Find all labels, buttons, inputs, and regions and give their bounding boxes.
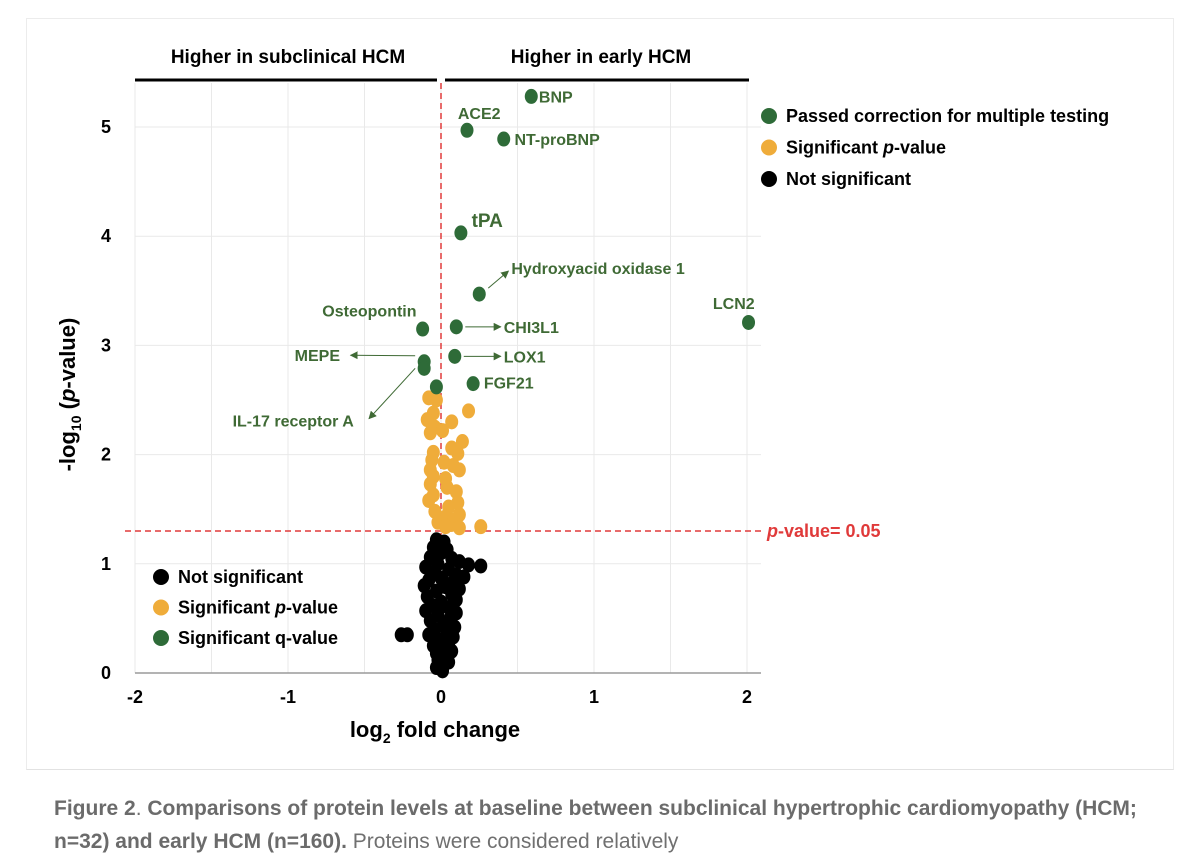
annotation-label: NT-proBNP bbox=[514, 132, 600, 149]
point-ace2 bbox=[460, 122, 474, 138]
data-point bbox=[451, 446, 465, 462]
x-tick-label: -1 bbox=[280, 687, 296, 707]
legend-label: Not significant bbox=[786, 169, 911, 189]
x-tick-label: 0 bbox=[436, 687, 446, 707]
data-point bbox=[474, 519, 488, 535]
point-osteopontin bbox=[416, 321, 430, 337]
annotation-arrow bbox=[349, 351, 416, 360]
annotation-label: IL-17 receptor A bbox=[233, 414, 355, 431]
annotation-label: Hydroxyacid oxidase 1 bbox=[511, 261, 685, 278]
legend-label: Significant p-value bbox=[786, 138, 946, 158]
point-fgf21 bbox=[466, 376, 480, 392]
legend-marker bbox=[761, 139, 777, 156]
annotation-label: FGF21 bbox=[484, 376, 534, 393]
y-tick-label: 3 bbox=[101, 335, 111, 355]
figure-card: Higher in subclinical HCM Higher in early… bbox=[26, 18, 1174, 770]
annotation-arrow bbox=[487, 270, 510, 289]
gridlines bbox=[134, 83, 761, 674]
point-tpa bbox=[454, 225, 468, 241]
annotation-label: BNP bbox=[539, 89, 573, 106]
data-point bbox=[429, 392, 443, 408]
series-p bbox=[420, 390, 488, 536]
annotation-label: tPA bbox=[472, 211, 504, 232]
data-point bbox=[457, 569, 471, 585]
point-chi3l1 bbox=[449, 319, 463, 335]
legend-marker bbox=[153, 599, 169, 616]
annotation-label: LCN2 bbox=[713, 296, 755, 313]
data-point bbox=[455, 433, 469, 449]
legend-label: Passed correction for multiple testing bbox=[786, 106, 1109, 126]
data-point bbox=[423, 425, 437, 441]
x-tick-label: 2 bbox=[742, 687, 752, 707]
legend-marker bbox=[153, 630, 169, 646]
data-point bbox=[429, 379, 443, 395]
data-point bbox=[452, 462, 466, 478]
legend-marker bbox=[761, 171, 777, 187]
data-point bbox=[439, 519, 453, 535]
y-axis-title: -log10 (p-value) bbox=[55, 318, 84, 472]
data-point bbox=[436, 663, 450, 679]
annotation-label: LOX1 bbox=[504, 349, 546, 366]
point-lcn2 bbox=[742, 314, 756, 330]
annotation-arrow bbox=[368, 367, 416, 420]
series-q bbox=[416, 88, 756, 395]
point-il-17-receptor-a bbox=[417, 360, 431, 376]
y-tick-label: 0 bbox=[101, 663, 111, 683]
legend-top: Passed correction for multiple testing Si… bbox=[761, 106, 1109, 189]
y-tick-label: 1 bbox=[101, 554, 111, 574]
data-point bbox=[462, 403, 476, 419]
caption-body: Proteins were considered relatively bbox=[346, 830, 679, 853]
threshold-label: p-value= 0.05 bbox=[766, 521, 881, 541]
point-bnp bbox=[524, 88, 538, 104]
point-hydroxyacid-oxidase-1 bbox=[472, 286, 486, 302]
legend-label: Significant p-value bbox=[178, 598, 338, 618]
annotation-label: ACE2 bbox=[458, 106, 501, 123]
point-nt-probnp bbox=[497, 131, 511, 147]
region-label-right: Higher in early HCM bbox=[511, 47, 692, 68]
annotation-label: MEPE bbox=[295, 348, 341, 365]
x-axis-title: log2 fold change bbox=[350, 717, 520, 746]
annotation-label: CHI3L1 bbox=[504, 320, 559, 337]
point-annotations bbox=[349, 270, 510, 420]
y-tick-label: 4 bbox=[101, 226, 111, 246]
data-point bbox=[445, 414, 459, 430]
data-point bbox=[462, 557, 476, 573]
data-point bbox=[436, 423, 450, 439]
legend-label: Not significant bbox=[178, 567, 303, 587]
x-tick-label: 1 bbox=[589, 687, 599, 707]
data-point bbox=[422, 492, 436, 508]
legend-bottom: Not significant Significant p-value Signif… bbox=[153, 567, 338, 648]
point-lox1 bbox=[448, 348, 462, 364]
volcano-plot: Higher in subclinical HCM Higher in early… bbox=[55, 47, 1109, 746]
legend-marker bbox=[153, 569, 169, 585]
legend-marker bbox=[761, 108, 777, 124]
x-tick-label: -2 bbox=[127, 687, 143, 707]
region-label-left: Higher in subclinical HCM bbox=[171, 47, 405, 68]
y-tick-label: 2 bbox=[101, 445, 111, 465]
data-point bbox=[432, 599, 446, 615]
data-point bbox=[436, 572, 450, 588]
annotation-label: Osteopontin bbox=[322, 303, 416, 320]
y-tick-label: 5 bbox=[101, 117, 111, 137]
caption-figure-number: Figure 2 bbox=[54, 797, 136, 820]
caption-separator: . bbox=[135, 797, 148, 820]
series-ns bbox=[394, 532, 488, 679]
data-point bbox=[400, 627, 414, 643]
figure-caption: Figure 2. Comparisons of protein levels … bbox=[54, 792, 1154, 858]
data-point bbox=[474, 558, 488, 574]
legend-label: Significant q-value bbox=[178, 628, 338, 648]
data-point bbox=[452, 520, 466, 536]
caption-bold-title: Comparisons of protein levels at baselin… bbox=[54, 797, 1137, 853]
